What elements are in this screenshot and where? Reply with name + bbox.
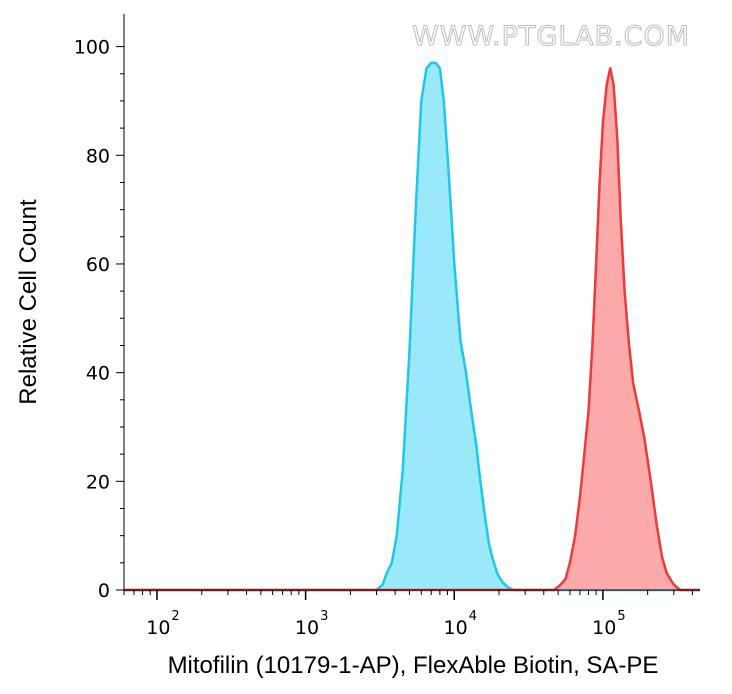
series-layer: [124, 61, 700, 592]
x-axis-title: Mitofilin (10179-1-AP), FlexAble Biotin,…: [168, 652, 659, 679]
series-1-fill: [124, 62, 700, 590]
axes: [116, 14, 700, 600]
x-tick-label: 104: [444, 609, 477, 639]
y-tick-label: 60: [86, 254, 110, 276]
y-axis-title: Relative Cell Count: [15, 199, 42, 405]
y-tick-label: 40: [86, 363, 110, 385]
y-tick-label: 0: [98, 580, 110, 602]
y-tick-label: 20: [86, 471, 110, 493]
x-tick-label: 102: [146, 609, 179, 639]
y-tick-label: 80: [86, 145, 110, 167]
tick-labels: 020406080100102103104105106: [74, 37, 626, 639]
x-tick-label: 105: [592, 609, 625, 639]
series-2-line: [124, 67, 700, 592]
series-2-fill: [124, 68, 700, 591]
y-tick-label: 100: [74, 37, 110, 59]
x-tick-label: 103: [295, 609, 328, 639]
series-1-line: [124, 61, 700, 592]
watermark: WWW.PTGLAB.COM: [412, 21, 690, 52]
